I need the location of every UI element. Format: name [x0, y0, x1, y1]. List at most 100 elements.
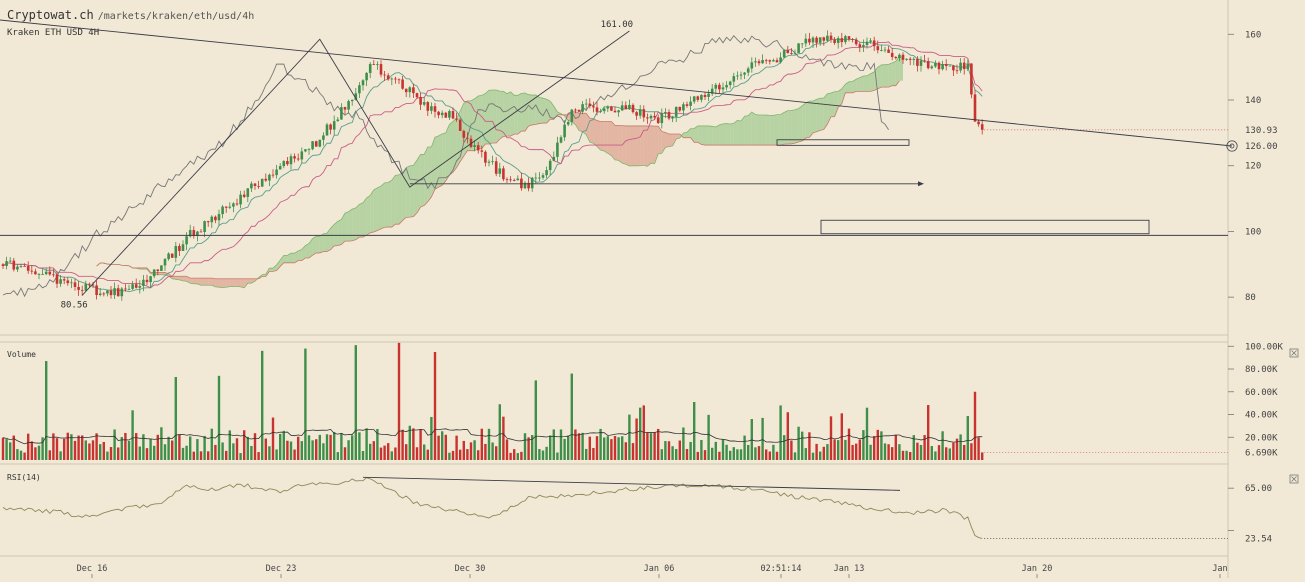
volume-bar — [873, 436, 875, 460]
candle-body — [135, 284, 138, 288]
volume-bar — [308, 435, 310, 460]
candle-body — [311, 141, 314, 149]
candle-body — [41, 274, 44, 275]
volume-bar — [938, 445, 940, 460]
candle-body — [437, 112, 440, 115]
candle-body — [56, 275, 59, 284]
candle-body — [506, 179, 509, 180]
volume-bar — [279, 434, 281, 460]
cloud-segment — [615, 125, 619, 160]
time-tick-label: 02:51:14 — [761, 564, 802, 574]
cloud-segment — [633, 126, 637, 166]
candle-body — [596, 107, 599, 111]
candle-body — [27, 266, 30, 271]
volume-bar — [592, 448, 594, 460]
volume-bar — [826, 444, 828, 460]
volume-bar — [556, 453, 558, 460]
volume-bar — [329, 435, 331, 460]
volume-bar — [286, 441, 288, 460]
volume-bar — [776, 452, 778, 460]
candle-body — [200, 232, 203, 233]
candle-body — [110, 291, 113, 296]
brand-header[interactable]: Cryptowat.ch/markets/kraken/eth/usd/4h — [7, 8, 254, 22]
volume-bar — [257, 452, 259, 460]
cloud-segment — [219, 279, 223, 288]
candle-body — [819, 37, 822, 42]
volume-bar — [355, 345, 357, 460]
candle-body — [761, 60, 764, 63]
volume-bar — [895, 435, 897, 460]
candle-body — [851, 39, 854, 40]
volume-bar — [585, 449, 587, 460]
candle-body — [229, 207, 232, 208]
cloud-segment — [863, 76, 867, 92]
brand-name[interactable]: Cryptowat.ch — [7, 8, 94, 22]
volume-bar — [718, 452, 720, 460]
volume-bar — [862, 430, 864, 460]
volume-bar — [740, 449, 742, 460]
candle-body — [981, 124, 984, 130]
volume-bar — [463, 441, 465, 460]
volume-bar — [747, 445, 749, 460]
candle-body — [175, 246, 178, 258]
candle-body — [841, 38, 844, 42]
volume-bar — [491, 442, 493, 460]
volume-bar — [81, 435, 83, 460]
volume-bar — [175, 377, 177, 460]
volume-bar — [898, 444, 900, 460]
candle-body — [351, 100, 354, 101]
candle-body — [913, 59, 916, 60]
volume-bar — [211, 429, 213, 460]
cloud-segment — [356, 204, 360, 239]
cloud-segment — [496, 90, 500, 143]
volume-tick-label: 100.00K — [1245, 342, 1284, 352]
candle-body — [5, 261, 8, 266]
candle-body — [275, 170, 278, 176]
time-tick-label: Dec 30 — [455, 564, 486, 574]
cloud-segment — [183, 276, 187, 281]
volume-bar — [977, 437, 979, 460]
candle-body — [383, 75, 386, 76]
candle-body — [639, 109, 642, 115]
cloud-segment — [831, 92, 835, 117]
current-price-label: 130.93 — [1245, 126, 1278, 136]
volume-bar — [106, 452, 108, 460]
volume-tick-label: 80.00K — [1245, 365, 1278, 375]
cloud-segment — [795, 109, 799, 143]
cloud-segment — [478, 95, 482, 148]
candle-body — [977, 122, 980, 125]
volume-bar — [679, 441, 681, 460]
candle-body — [167, 254, 170, 260]
volume-bar — [38, 446, 40, 460]
cloud-segment — [377, 186, 381, 230]
cloud-segment — [370, 190, 374, 233]
volume-bar — [916, 443, 918, 460]
candle-body — [59, 279, 62, 284]
volume-bar — [117, 447, 119, 460]
cloud-segment — [705, 126, 709, 145]
volume-bar — [733, 447, 735, 460]
cloud-segment — [230, 279, 234, 287]
volume-bar — [812, 453, 814, 460]
cloud-segment — [777, 114, 781, 145]
cloud-segment — [860, 76, 864, 91]
candle-body — [401, 79, 404, 88]
candle-body — [340, 107, 343, 119]
time-tick-label: Dec 16 — [77, 564, 108, 574]
candle-body — [243, 195, 246, 197]
candle-body — [153, 269, 156, 276]
candle-body — [74, 282, 77, 287]
volume-bar — [221, 442, 223, 460]
candle-body — [419, 97, 422, 105]
candle-body — [95, 285, 98, 295]
cloud-segment — [338, 219, 342, 245]
volume-bar — [560, 429, 562, 460]
time-tick-label: Dec 23 — [266, 564, 297, 574]
candle-body — [632, 105, 635, 112]
rsi-tick-label: 65.00 — [1245, 484, 1272, 494]
volume-bar — [563, 439, 565, 460]
candle-body — [675, 107, 678, 117]
candle-body — [823, 37, 826, 40]
